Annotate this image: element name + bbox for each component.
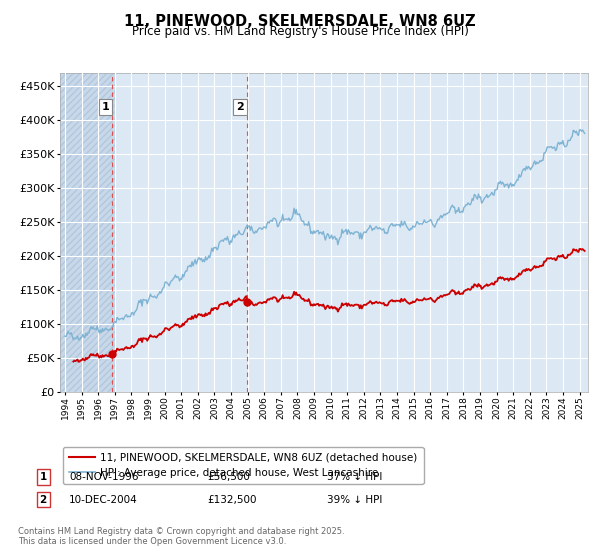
Text: 2: 2 (236, 102, 244, 112)
Text: £132,500: £132,500 (207, 494, 257, 505)
Text: 1: 1 (102, 102, 110, 112)
Text: 08-NOV-1996: 08-NOV-1996 (69, 472, 139, 482)
Text: £56,500: £56,500 (207, 472, 250, 482)
Bar (60, 73, 115, 392)
Text: Price paid vs. HM Land Registry's House Price Index (HPI): Price paid vs. HM Land Registry's House … (131, 25, 469, 38)
Text: 39% ↓ HPI: 39% ↓ HPI (327, 494, 382, 505)
Text: 2: 2 (40, 494, 47, 505)
Text: 37% ↓ HPI: 37% ↓ HPI (327, 472, 382, 482)
Text: Contains HM Land Registry data © Crown copyright and database right 2025.
This d: Contains HM Land Registry data © Crown c… (18, 526, 344, 546)
Legend: 11, PINEWOOD, SKELMERSDALE, WN8 6UZ (detached house), HPI: Average price, detach: 11, PINEWOOD, SKELMERSDALE, WN8 6UZ (det… (62, 447, 424, 484)
Text: 1: 1 (40, 472, 47, 482)
Text: 11, PINEWOOD, SKELMERSDALE, WN8 6UZ: 11, PINEWOOD, SKELMERSDALE, WN8 6UZ (124, 14, 476, 29)
Text: 10-DEC-2004: 10-DEC-2004 (69, 494, 138, 505)
